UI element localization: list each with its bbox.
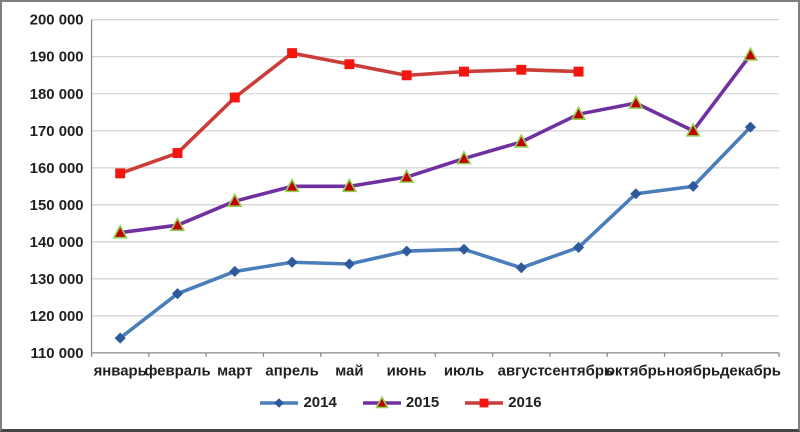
legend-line-2016 bbox=[465, 398, 504, 407]
x-axis-tick-label: июль bbox=[444, 364, 484, 380]
data-point-marker-2016 bbox=[458, 66, 469, 77]
legend-marker-triangle-icon bbox=[374, 394, 389, 408]
x-axis-tick-label: декабрь bbox=[720, 364, 781, 380]
y-axis-tick-label: 170 000 bbox=[30, 124, 84, 140]
data-point-marker-2016 bbox=[172, 148, 183, 158]
data-point-marker-2016 bbox=[516, 64, 527, 75]
legend-label-2014: 2014 bbox=[303, 394, 337, 411]
legend-line-2015 bbox=[362, 394, 401, 408]
x-axis-tick-label: апрель bbox=[265, 364, 318, 380]
data-point-marker-2014 bbox=[630, 188, 642, 200]
data-point-marker-2014 bbox=[458, 243, 470, 255]
y-axis-tick-label: 180 000 bbox=[30, 87, 84, 103]
x-axis-tick-label: март bbox=[217, 364, 252, 380]
y-axis-tick-label: 200 000 bbox=[30, 13, 84, 29]
chart-legend: 2014 2015 2016 bbox=[2, 394, 798, 411]
data-point-marker-2015 bbox=[341, 177, 358, 193]
y-axis-tick-label: 150 000 bbox=[30, 198, 84, 214]
legend-label-2015: 2015 bbox=[405, 394, 440, 411]
data-point-marker-2015 bbox=[456, 150, 472, 165]
x-axis-tick-label: октябрь bbox=[606, 364, 666, 380]
legend-label-2016: 2016 bbox=[508, 394, 542, 411]
data-point-marker-2015 bbox=[169, 216, 186, 232]
data-point-marker-2016 bbox=[229, 92, 240, 103]
data-point-marker-2014 bbox=[572, 241, 585, 253]
data-point-marker-2016 bbox=[401, 70, 412, 81]
data-point-marker-2015 bbox=[227, 192, 243, 207]
data-point-marker-2015 bbox=[685, 122, 701, 137]
data-point-marker-2014 bbox=[744, 121, 757, 133]
data-point-marker-2014 bbox=[343, 258, 355, 270]
data-point-marker-2015 bbox=[742, 46, 759, 61]
legend-line-2014 bbox=[260, 397, 299, 408]
data-point-marker-2015 bbox=[513, 133, 529, 148]
data-point-marker-2016 bbox=[115, 168, 126, 179]
legend-item-2016: 2016 bbox=[463, 394, 542, 411]
legend-marker-square-icon bbox=[479, 398, 489, 407]
data-point-marker-2014 bbox=[171, 288, 184, 300]
data-point-marker-2014 bbox=[515, 262, 527, 274]
legend-swatch-2014 bbox=[258, 395, 300, 411]
data-point-marker-2014 bbox=[286, 256, 298, 268]
y-axis-tick-label: 130 000 bbox=[30, 272, 84, 288]
legend-item-2014: 2014 bbox=[258, 394, 337, 411]
legend-item-2015: 2015 bbox=[361, 394, 439, 411]
y-axis-tick-label: 190 000 bbox=[30, 50, 84, 66]
data-point-marker-2016 bbox=[344, 59, 355, 70]
data-point-marker-2015 bbox=[628, 94, 644, 109]
y-axis-tick-label: 140 000 bbox=[30, 235, 84, 251]
data-point-marker-2015 bbox=[112, 224, 128, 239]
y-axis-tick-label: 120 000 bbox=[30, 309, 84, 325]
x-axis-tick-label: сентябрь bbox=[544, 364, 613, 380]
x-axis-tick-label: январь bbox=[94, 364, 147, 380]
data-point-marker-2015 bbox=[398, 168, 415, 183]
x-axis-tick-label: август bbox=[498, 364, 545, 380]
data-point-marker-2014 bbox=[401, 245, 413, 257]
y-axis-tick-label: 160 000 bbox=[30, 161, 84, 177]
data-point-marker-2014 bbox=[229, 265, 241, 278]
x-axis-tick-label: май bbox=[335, 364, 363, 380]
series-line-2016 bbox=[118, 51, 581, 176]
series-line-2015 bbox=[118, 53, 753, 235]
x-axis-tick-label: ноябрь bbox=[666, 364, 720, 380]
legend-swatch-2015 bbox=[361, 394, 403, 411]
data-point-marker-2015 bbox=[570, 105, 587, 121]
data-point-marker-2015 bbox=[284, 177, 300, 193]
legend-marker-diamond-icon bbox=[274, 397, 285, 408]
x-axis-tick-label: февраль bbox=[144, 364, 210, 380]
data-point-marker-2016 bbox=[287, 48, 298, 59]
x-axis-tick-label: июнь bbox=[387, 364, 427, 380]
series-line-2014 bbox=[118, 125, 753, 340]
data-point-marker-2014 bbox=[114, 332, 126, 344]
legend-swatch-2016 bbox=[463, 395, 505, 411]
data-point-marker-2016 bbox=[573, 66, 584, 77]
y-axis-tick-label: 110 000 bbox=[31, 346, 84, 362]
